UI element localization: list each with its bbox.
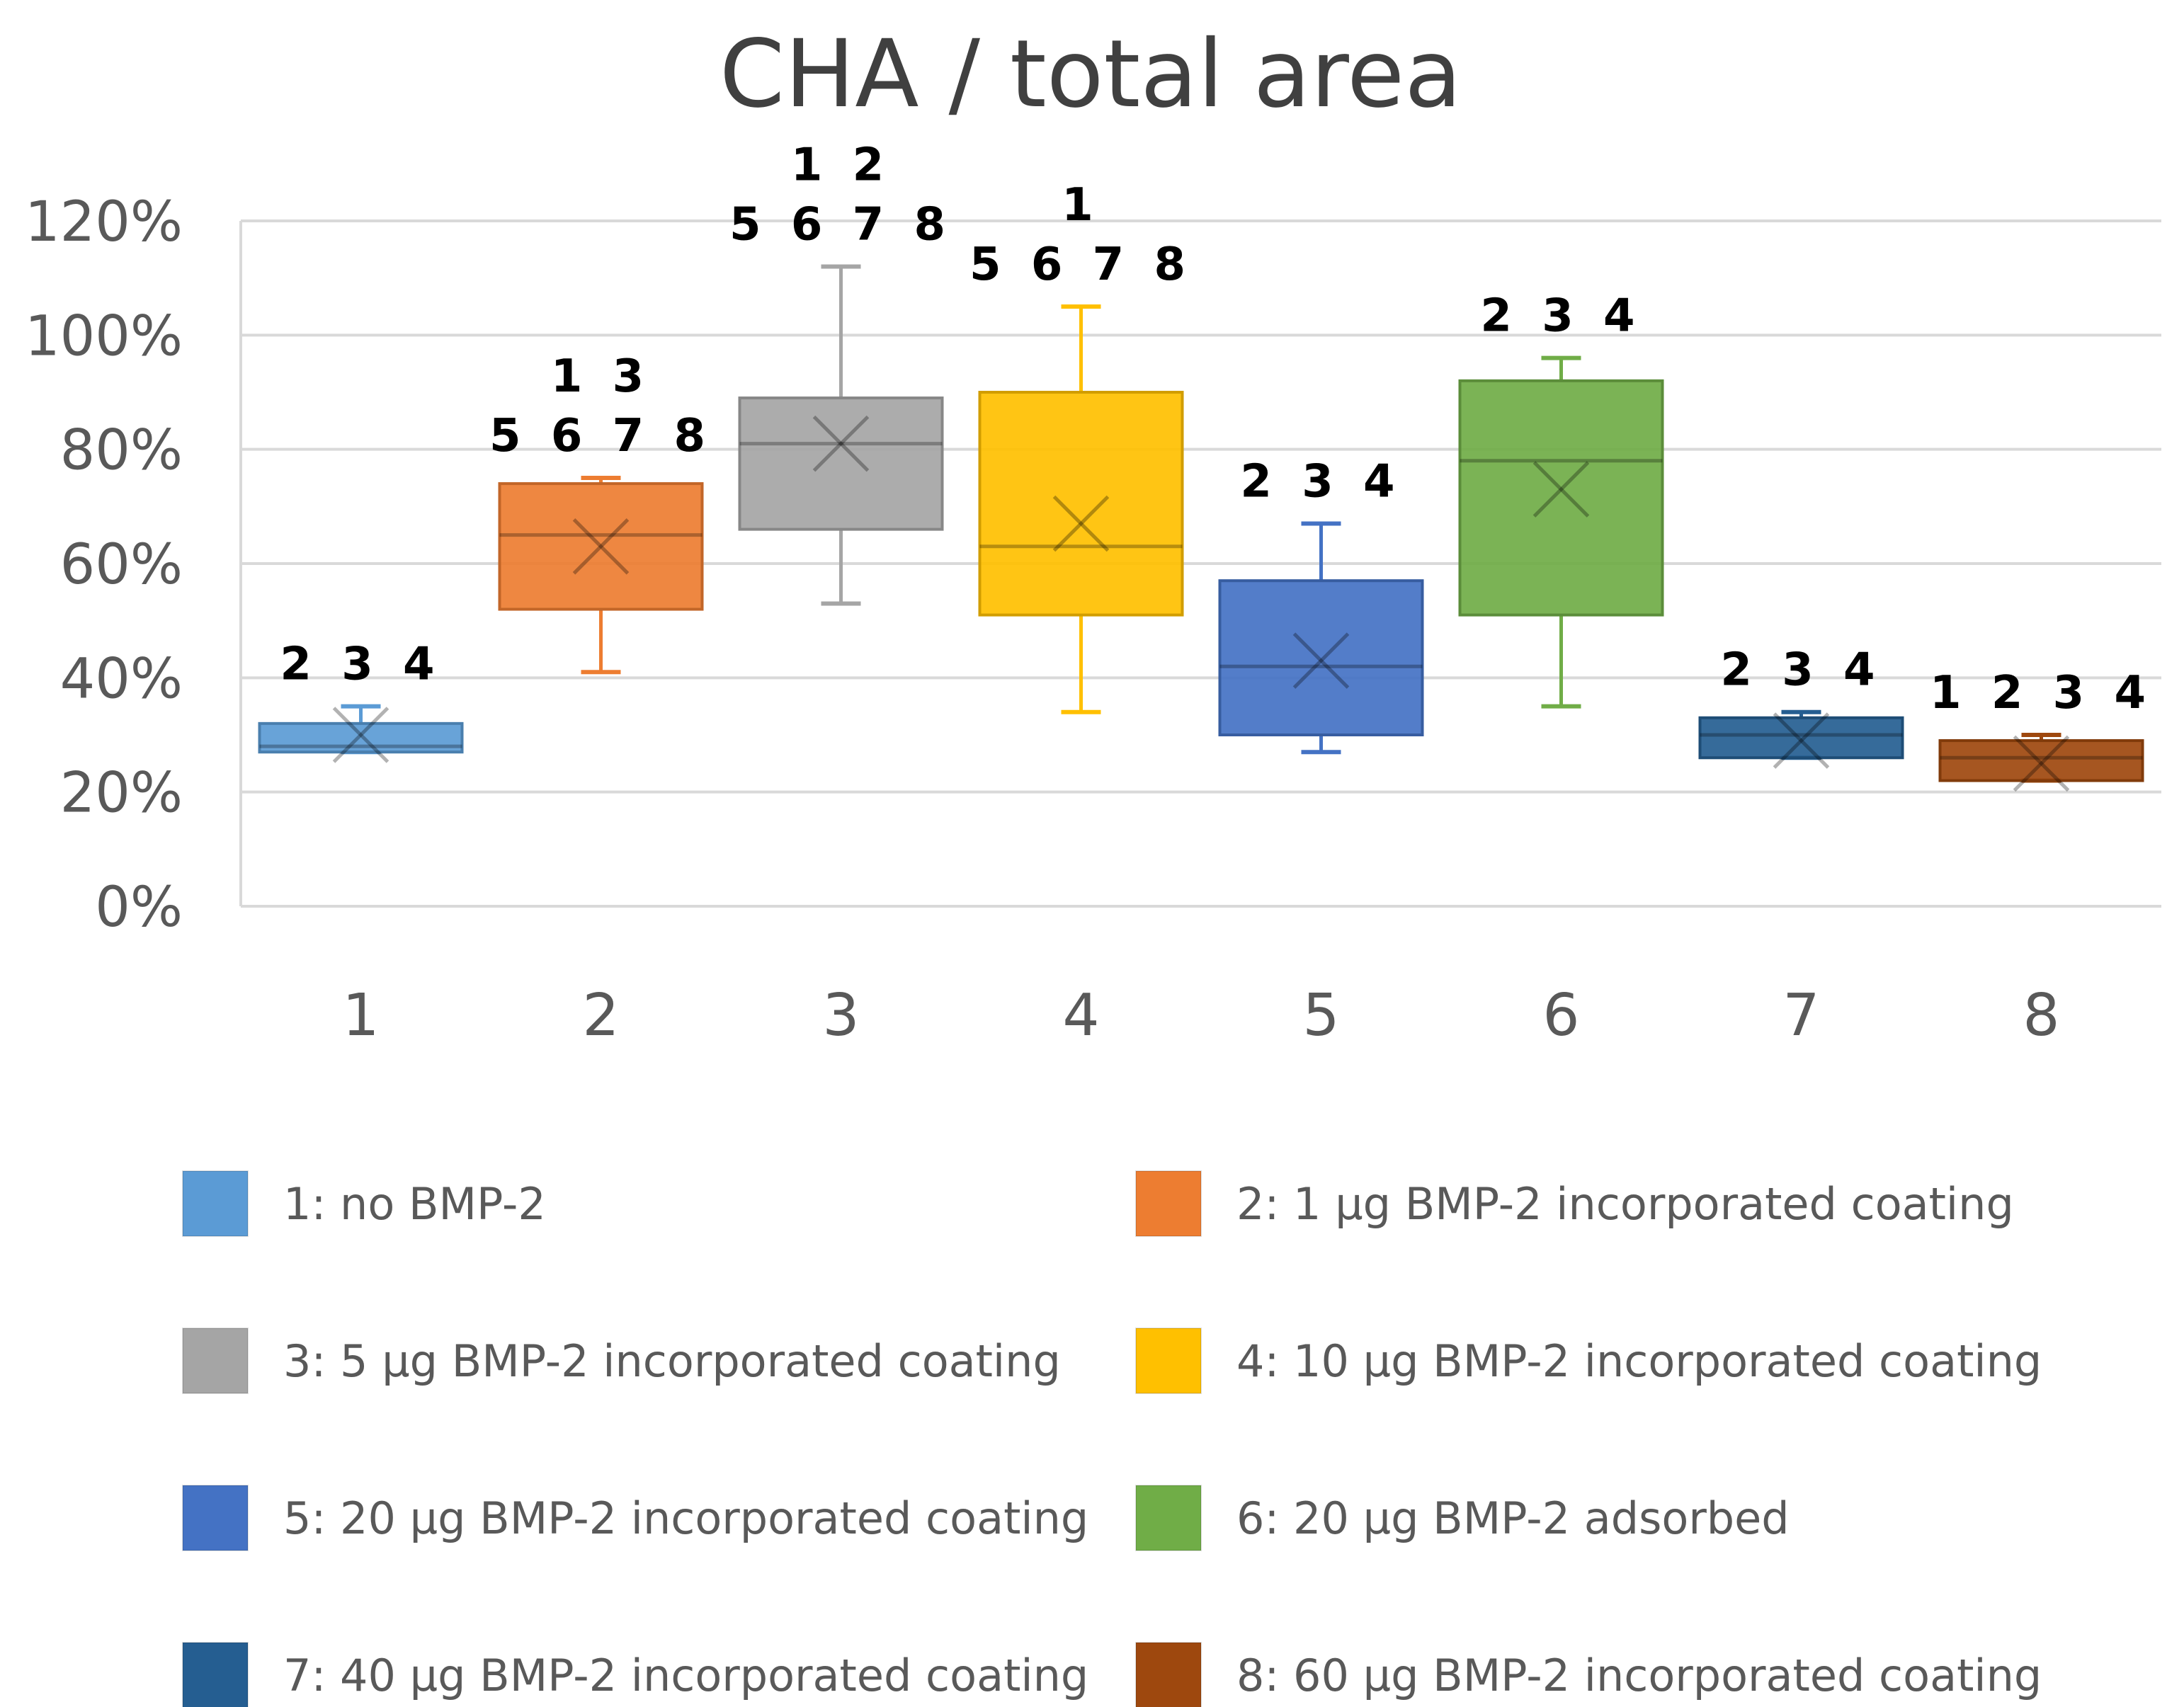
legend-swatch [182, 1328, 249, 1394]
box-outline [498, 482, 704, 611]
chart-title: CHA / total area [720, 20, 1462, 129]
box-group-2 [498, 476, 704, 675]
mean-marker [2013, 735, 2070, 792]
legend-label: 2: 1 µg BMP-2 incorporated coating [1236, 1178, 2014, 1230]
legend: 1: no BMP-2 2: 1 µg BMP-2 incorporated co… [182, 1170, 2042, 1707]
y-axis-ticks: 0% 20% 40% 60% 80% 100% 120% [25, 190, 183, 940]
significance-label: 5 6 7 8 [489, 410, 712, 462]
mean-marker [1773, 712, 1830, 769]
y-tick-label: 40% [60, 647, 183, 711]
legend-item-7: 7: 40 µg BMP-2 incorporated coating [182, 1642, 1088, 1707]
significance-label: 5 6 7 8 [729, 199, 952, 251]
legend-label: 5: 20 µg BMP-2 incorporated coating [283, 1492, 1088, 1544]
legend-swatch [182, 1485, 249, 1551]
box-iqr [258, 721, 464, 754]
box-group-6 [1458, 355, 1664, 709]
legend-swatch [1135, 1485, 1202, 1551]
legend-item-1: 1: no BMP-2 [182, 1170, 546, 1237]
y-tick-label: 120% [25, 190, 183, 254]
box-outline [258, 721, 464, 754]
legend-item-4: 4: 10 µg BMP-2 incorporated coating [1135, 1328, 2042, 1394]
box-group-7 [1698, 709, 1904, 769]
boxes [258, 264, 2144, 792]
significance-label: 2 3 4 [1720, 644, 1882, 697]
y-tick-label: 80% [60, 419, 183, 483]
box-iqr [738, 396, 944, 531]
legend-item-8: 8: 60 µg BMP-2 incorporated coating [1135, 1642, 2042, 1707]
mean-marker [1532, 461, 1590, 518]
mean-marker [1292, 632, 1350, 689]
box-group-5 [1218, 521, 1424, 755]
x-tick-label: 1 [342, 982, 379, 1049]
y-tick-label: 20% [60, 762, 183, 826]
significance-label: 2 3 4 [1240, 456, 1401, 508]
x-tick-label: 4 [1062, 982, 1099, 1049]
legend-item-2: 2: 1 µg BMP-2 incorporated coating [1135, 1170, 2014, 1237]
box-iqr [1218, 579, 1424, 737]
legend-label: 4: 10 µg BMP-2 incorporated coating [1236, 1335, 2042, 1387]
significance-label: 1 3 [551, 350, 651, 403]
x-tick-label: 8 [2023, 982, 2059, 1049]
box-group-3 [738, 264, 944, 606]
significance-label: 1 2 [791, 139, 891, 192]
mean-marker [1292, 632, 1350, 689]
mean-marker [812, 415, 870, 472]
box-outline [1218, 579, 1424, 737]
x-tick-label: 5 [1302, 982, 1339, 1049]
mean-marker [2013, 735, 2070, 792]
significance-label: 1 2 3 4 [1930, 667, 2153, 719]
legend-item-3: 3: 5 µg BMP-2 incorporated coating [182, 1328, 1061, 1394]
legend-item-5: 5: 20 µg BMP-2 incorporated coating [182, 1485, 1088, 1551]
mean-marker [332, 707, 389, 763]
box-iqr [1938, 739, 2144, 782]
y-tick-label: 0% [95, 876, 183, 940]
box-iqr [498, 482, 704, 611]
mean-marker [1052, 495, 1110, 552]
box-outline [1458, 379, 1664, 617]
mean-marker [1052, 495, 1110, 552]
x-tick-label: 3 [822, 982, 859, 1049]
legend-swatch [182, 1642, 249, 1707]
legend-swatch [1135, 1170, 1202, 1237]
box-outline [978, 391, 1184, 617]
y-tick-label: 60% [60, 533, 183, 597]
mean-marker [1532, 461, 1590, 518]
x-tick-label: 2 [582, 982, 619, 1049]
legend-swatch [1135, 1328, 1202, 1394]
legend-label: 7: 40 µg BMP-2 incorporated coating [283, 1650, 1088, 1701]
box-iqr [978, 391, 1184, 617]
legend-label: 6: 20 µg BMP-2 adsorbed [1236, 1492, 1790, 1544]
box-iqr [1698, 716, 1904, 760]
significance-label: 2 3 4 [280, 639, 441, 691]
legend-swatch [1135, 1642, 1202, 1707]
mean-marker [332, 707, 389, 763]
mean-marker [572, 518, 630, 575]
x-tick-label: 6 [1542, 982, 1579, 1049]
box-group-4 [978, 304, 1184, 714]
legend-swatch [182, 1170, 249, 1237]
mean-marker [1773, 712, 1830, 769]
box-outline [1938, 739, 2144, 782]
significance-label: 1 [1062, 179, 1100, 232]
box-group-8 [1938, 733, 2144, 792]
box-iqr [1458, 379, 1664, 617]
legend-label: 1: no BMP-2 [283, 1178, 546, 1230]
y-tick-label: 100% [25, 304, 183, 368]
legend-label: 8: 60 µg BMP-2 incorporated coating [1236, 1650, 2042, 1701]
mean-marker [812, 415, 870, 472]
box-group-1 [258, 704, 464, 763]
x-axis-ticks: 1 2 3 4 5 6 7 8 [342, 982, 2059, 1049]
mean-marker [572, 518, 630, 575]
box-outline [738, 396, 944, 531]
box-outline [1698, 716, 1904, 760]
significance-label: 2 3 4 [1480, 290, 1642, 343]
legend-label: 3: 5 µg BMP-2 incorporated coating [283, 1335, 1061, 1387]
significance-labels: 2 3 4 5 6 7 8 1 3 5 6 7 8 1 2 5 6 7 8 1 2 3 4 2 … [280, 139, 2153, 719]
x-tick-label: 7 [1782, 982, 1819, 1049]
significance-label: 5 6 7 8 [969, 239, 1193, 291]
legend-item-6: 6: 20 µg BMP-2 adsorbed [1135, 1485, 1790, 1551]
